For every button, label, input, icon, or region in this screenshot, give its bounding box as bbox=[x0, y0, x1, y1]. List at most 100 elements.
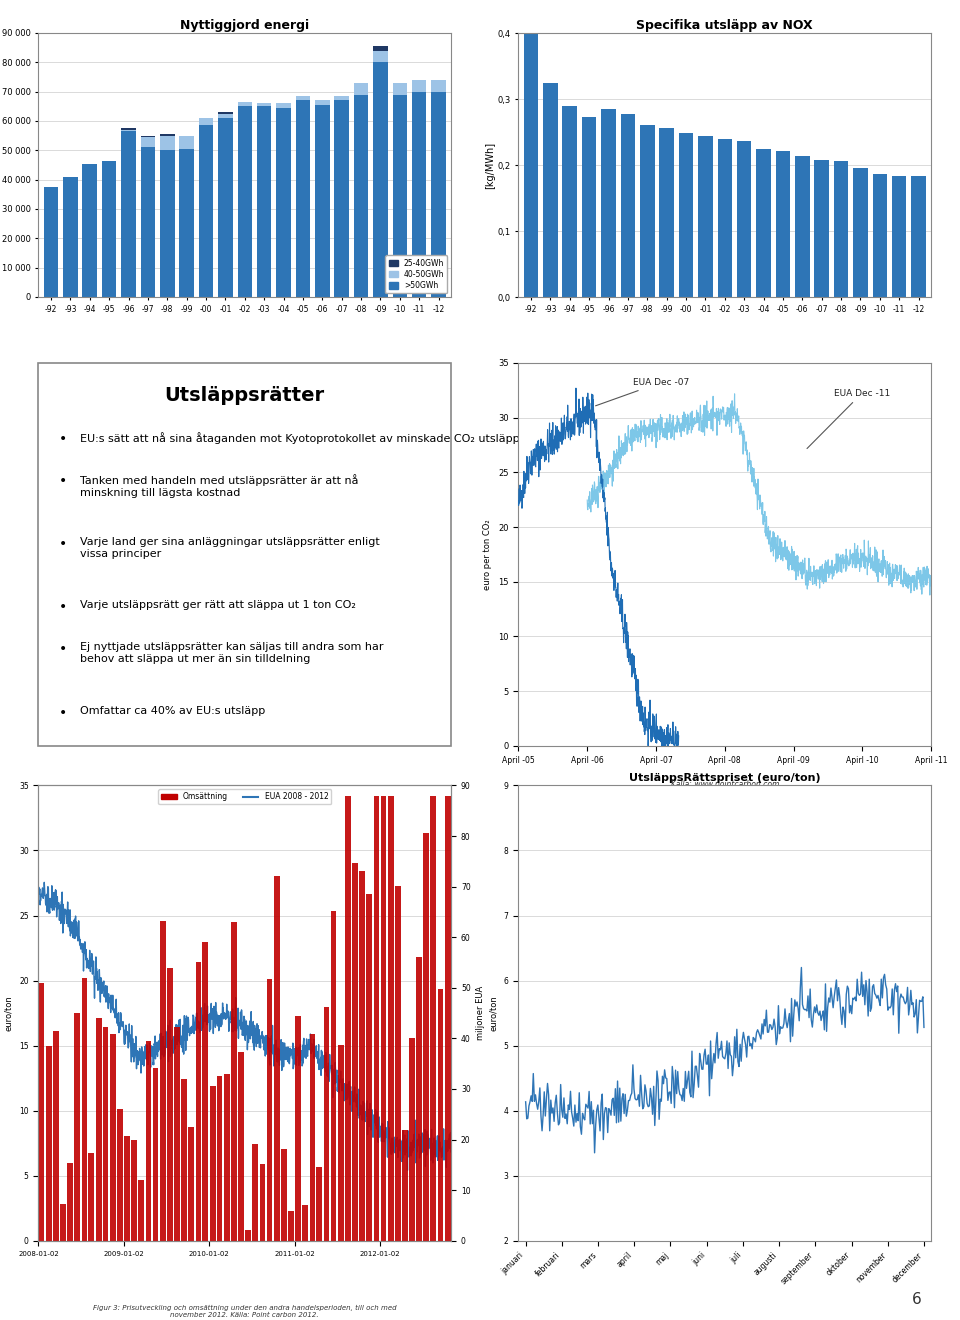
Bar bbox=[132, 1140, 137, 1241]
Y-axis label: euro per ton CO₂: euro per ton CO₂ bbox=[484, 519, 492, 590]
Bar bbox=[412, 91, 426, 297]
Bar bbox=[121, 131, 135, 297]
Bar bbox=[140, 148, 156, 297]
Bar bbox=[412, 81, 426, 91]
Bar bbox=[88, 1152, 94, 1241]
Bar bbox=[393, 83, 407, 95]
Legend: Omsättning, EUA 2008 - 2012: Omsättning, EUA 2008 - 2012 bbox=[158, 789, 331, 804]
Bar bbox=[246, 1230, 251, 1241]
Bar bbox=[409, 1039, 415, 1241]
Bar bbox=[373, 62, 388, 297]
Text: Figur 3: Prisutveckling och omsättning under den andra handelsperioden, till och: Figur 3: Prisutveckling och omsättning u… bbox=[93, 1304, 396, 1317]
Bar bbox=[121, 128, 135, 129]
Bar bbox=[231, 921, 237, 1241]
Bar bbox=[274, 876, 279, 1241]
Bar bbox=[83, 164, 97, 297]
Bar bbox=[438, 990, 444, 1241]
Bar bbox=[124, 1135, 130, 1241]
Bar bbox=[102, 161, 116, 297]
Bar bbox=[117, 1109, 123, 1241]
Bar bbox=[795, 156, 809, 297]
Bar bbox=[237, 102, 252, 107]
Bar bbox=[180, 149, 194, 297]
Bar bbox=[417, 957, 422, 1241]
Bar bbox=[660, 128, 674, 297]
Bar bbox=[393, 95, 407, 297]
Bar bbox=[334, 100, 349, 297]
Text: Varje utsläppsrätt ger rätt att släppa ut 1 ton CO₂: Varje utsläppsrätt ger rätt att släppa u… bbox=[80, 601, 355, 610]
Bar bbox=[138, 1180, 144, 1241]
Text: Omfattar ca 40% av EU:s utsläpp: Omfattar ca 40% av EU:s utsläpp bbox=[80, 706, 265, 715]
Bar bbox=[74, 1012, 81, 1241]
Bar bbox=[121, 129, 135, 131]
Bar bbox=[209, 1086, 216, 1241]
Bar bbox=[218, 117, 232, 297]
Bar bbox=[224, 1073, 229, 1241]
Bar bbox=[167, 968, 173, 1241]
Bar bbox=[698, 136, 712, 297]
Bar bbox=[103, 1027, 108, 1241]
Text: EUA Dec -11: EUA Dec -11 bbox=[807, 389, 890, 449]
Bar bbox=[524, 22, 539, 297]
Bar bbox=[911, 176, 925, 297]
Bar bbox=[44, 187, 59, 297]
Bar bbox=[153, 1068, 158, 1241]
Bar bbox=[431, 91, 445, 297]
Bar bbox=[296, 96, 310, 100]
Bar bbox=[140, 137, 156, 148]
Bar bbox=[140, 136, 156, 137]
Bar bbox=[402, 1130, 408, 1241]
Bar bbox=[444, 796, 450, 1241]
Bar bbox=[756, 149, 771, 297]
Bar bbox=[373, 46, 388, 50]
Bar bbox=[679, 133, 693, 297]
Bar bbox=[317, 1167, 323, 1241]
Text: 6: 6 bbox=[912, 1292, 922, 1307]
Bar bbox=[601, 110, 615, 297]
Text: EU:s sätt att nå sina åtaganden mot Kyotoprotokollet av minskade CO₂ utsläpp: EU:s sätt att nå sina åtaganden mot Kyot… bbox=[80, 432, 519, 444]
Bar bbox=[60, 1204, 66, 1241]
Bar bbox=[640, 125, 655, 297]
Bar bbox=[188, 1127, 194, 1241]
Bar bbox=[295, 1015, 300, 1241]
Bar bbox=[276, 108, 291, 297]
Bar bbox=[267, 978, 273, 1241]
Bar bbox=[814, 160, 829, 297]
Bar bbox=[180, 136, 194, 149]
Bar bbox=[776, 150, 790, 297]
Bar bbox=[53, 1031, 59, 1241]
Bar bbox=[309, 1034, 315, 1241]
Bar bbox=[853, 168, 868, 297]
Bar bbox=[873, 174, 887, 297]
Bar bbox=[373, 50, 388, 62]
Title: Nyttiggjord energi: Nyttiggjord energi bbox=[180, 18, 309, 32]
Text: EUA Dec -07: EUA Dec -07 bbox=[595, 378, 689, 405]
Text: Utsläppsrätter: Utsläppsrätter bbox=[165, 385, 324, 405]
Text: •: • bbox=[60, 474, 67, 488]
Bar bbox=[315, 104, 329, 297]
Bar bbox=[67, 1163, 73, 1241]
Legend: 25-40GWh, 40-50GWh, >50GWh: 25-40GWh, 40-50GWh, >50GWh bbox=[386, 256, 447, 293]
Bar bbox=[203, 942, 208, 1241]
Bar bbox=[315, 100, 329, 104]
Bar bbox=[354, 83, 369, 95]
Bar bbox=[331, 911, 336, 1241]
Bar bbox=[563, 106, 577, 297]
Bar bbox=[359, 871, 365, 1241]
Bar bbox=[218, 112, 232, 114]
Bar bbox=[620, 114, 636, 297]
Text: Varje land ger sina anläggningar utsläppsrätter enligt
vissa principer: Varje land ger sina anläggningar utsläpp… bbox=[80, 537, 379, 558]
Bar bbox=[199, 117, 213, 125]
Text: •: • bbox=[60, 643, 67, 656]
Text: •: • bbox=[60, 537, 67, 552]
Y-axis label: miljoner EUA: miljoner EUA bbox=[476, 986, 485, 1040]
Bar bbox=[324, 1007, 329, 1241]
Bar bbox=[159, 921, 166, 1241]
Bar bbox=[257, 103, 272, 107]
Bar bbox=[46, 1045, 52, 1241]
Bar bbox=[196, 962, 201, 1241]
Bar bbox=[237, 107, 252, 297]
Bar bbox=[82, 978, 87, 1241]
Bar bbox=[892, 176, 906, 297]
Bar bbox=[543, 82, 558, 297]
